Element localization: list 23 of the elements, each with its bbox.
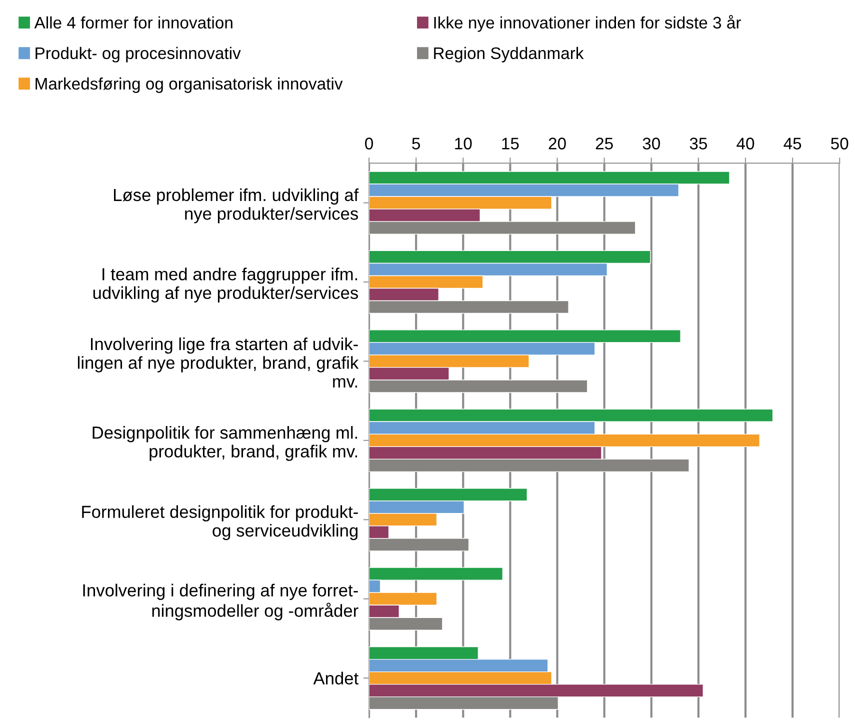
x-tick-label: 40 — [736, 138, 754, 150]
y-tick-label: Involvering i definering af nye forret- ningsmodeller og -områder — [83, 584, 358, 620]
legend-label: Markedsføring og organisatorisk innovativ — [36, 77, 343, 93]
x-tick-label: 45 — [784, 138, 802, 150]
legend-label: Produkt- og procesinnovativ — [36, 46, 241, 62]
y-tick-label: Andet — [313, 672, 358, 685]
x-tick-label: 0 — [365, 138, 373, 150]
x-tick-label: 35 — [690, 138, 708, 150]
y-tick-label: Involvering lige fra starten af udvik- lingen af nye produkter, brand, grafik mv. — [78, 337, 359, 388]
x-tick-label: 30 — [642, 138, 660, 150]
x-tick-label: 20 — [548, 138, 566, 150]
x-tick-label: 5 — [412, 138, 420, 150]
y-tick-label: Løse problemer ifm. udvikling af nye produkter/services — [114, 188, 359, 224]
legend-label: Alle 4 former for innovation — [34, 16, 232, 29]
y-tick-label: Formuleret designpolitik for produkt- og serviceudvikling — [82, 505, 358, 540]
legend-label: Region Syddanmark — [434, 46, 584, 62]
x-tick-label: 10 — [455, 138, 472, 150]
legend-label: Ikke nye innovationer inden for sidste 3 år — [434, 15, 741, 32]
y-tick-label: Designpolitik for sammenhæng ml. produkter, brand, grafik mv. — [92, 426, 358, 461]
x-tick-label: 15 — [502, 138, 519, 150]
x-tick-label: 25 — [596, 138, 613, 150]
y-tick-label: I team med andre faggrupper ifm. udvikling af nye produkter/services — [93, 268, 358, 302]
x-tick-label: 50 — [831, 138, 848, 150]
